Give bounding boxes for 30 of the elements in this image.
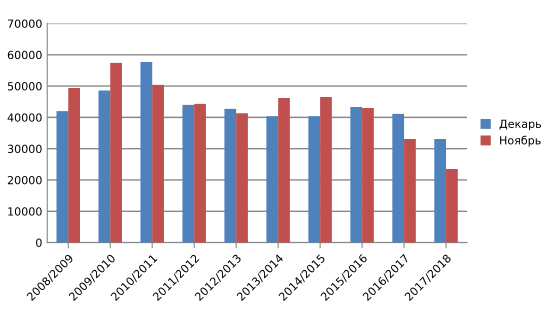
bar xyxy=(98,90,110,243)
legend-label: Ноябрь xyxy=(500,136,541,147)
y-tick-label: 50000 xyxy=(8,82,42,90)
legend-label: Декарь xyxy=(500,120,541,130)
bar xyxy=(140,62,152,243)
bar xyxy=(182,104,194,243)
y-tick-label: 30000 xyxy=(8,144,42,154)
bar xyxy=(278,98,290,243)
bar xyxy=(152,84,164,243)
y-tick-label: 10000 xyxy=(8,207,42,216)
bar xyxy=(194,104,206,243)
bar xyxy=(56,111,68,243)
y-tick-label: 70000 xyxy=(8,19,42,28)
bar xyxy=(434,138,446,243)
bar xyxy=(320,97,332,243)
bar xyxy=(446,169,458,243)
bar xyxy=(350,107,362,243)
bar xyxy=(224,108,236,243)
y-tick-label: 0 xyxy=(36,238,42,247)
bar xyxy=(362,108,374,243)
y-tick-label: 20000 xyxy=(8,176,42,184)
bar xyxy=(266,116,278,243)
bar xyxy=(404,138,416,243)
y-tick-label: 40000 xyxy=(8,113,42,122)
bar xyxy=(392,114,404,243)
bar xyxy=(110,62,122,243)
bar xyxy=(308,116,320,243)
bar xyxy=(68,88,80,243)
y-tick-label: 60000 xyxy=(8,50,42,60)
bar xyxy=(236,113,248,243)
